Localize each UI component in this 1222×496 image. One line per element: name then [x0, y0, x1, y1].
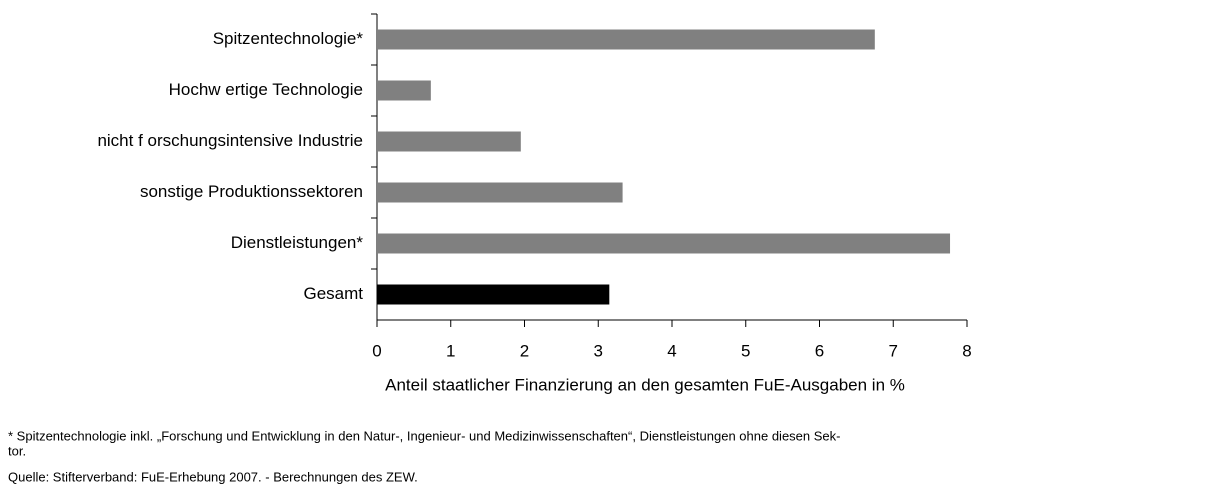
y-tick-label: Spitzentechnologie*	[213, 29, 364, 48]
x-tick-label: 2	[520, 341, 529, 360]
y-tick-label: Hochw ertige Technologie	[169, 80, 363, 99]
source: Quelle: Stifterverband: FuE-Erhebung 200…	[8, 469, 418, 484]
bar	[377, 29, 875, 50]
bar	[377, 284, 610, 305]
x-tick-label: 7	[889, 341, 898, 360]
bar	[377, 182, 623, 203]
x-tick-label: 0	[372, 341, 381, 360]
x-tick-label: 1	[446, 341, 455, 360]
bar	[377, 233, 951, 254]
x-tick-label: 3	[594, 341, 603, 360]
y-tick-label: nicht f orschungsintensive Industrie	[97, 131, 363, 150]
y-tick-label: sonstige Produktionssektoren	[140, 182, 363, 201]
x-tick-label: 4	[667, 341, 676, 360]
x-tick-label: 6	[815, 341, 824, 360]
x-tick-label: 8	[962, 341, 971, 360]
bar	[377, 80, 431, 101]
x-tick-label: 5	[741, 341, 750, 360]
bar	[377, 131, 521, 152]
footnote: tor.	[8, 443, 26, 458]
x-axis-label: Anteil staatlicher Finanzierung an den g…	[385, 375, 905, 394]
y-tick-label: Dienstleistungen*	[231, 233, 364, 252]
y-tick-label: Gesamt	[303, 284, 363, 303]
footnote: * Spitzentechnologie inkl. „Forschung un…	[8, 428, 840, 443]
